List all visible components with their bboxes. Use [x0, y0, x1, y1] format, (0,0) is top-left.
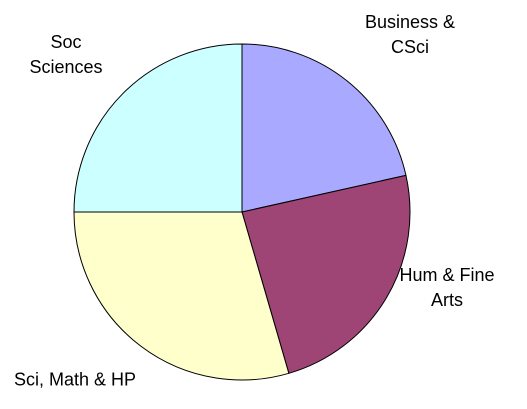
pie-slice: [241, 43, 407, 213]
pie-slice: [73, 211, 290, 381]
slice-label: Sci, Math & HP: [13, 369, 137, 390]
slice-label: Hum & Fine Arts: [399, 265, 495, 310]
pie-slice: [241, 174, 411, 374]
slice-label: Business & CSci: [364, 12, 456, 57]
pie-slice: [73, 43, 243, 213]
slice-label: Soc Sciences: [29, 32, 103, 77]
